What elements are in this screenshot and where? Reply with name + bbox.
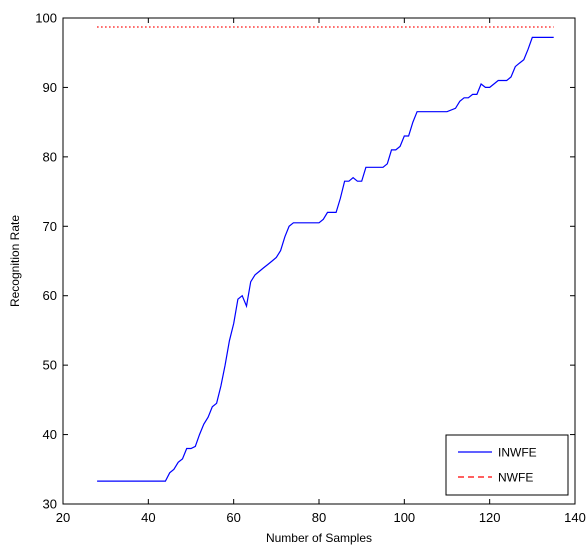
y-axis-label: Recognition Rate — [8, 215, 22, 307]
x-tick-label: 120 — [479, 510, 501, 525]
y-tick-label: 40 — [43, 427, 57, 442]
legend: INWFE NWFE — [445, 434, 569, 496]
y-tick-label: 30 — [43, 497, 57, 512]
y-tick-label: 50 — [43, 358, 57, 373]
x-tick-label: 140 — [564, 510, 586, 525]
y-axis: 30 40 50 60 70 80 90 100 — [35, 11, 575, 512]
x-tick-label: 20 — [56, 510, 70, 525]
legend-label-inwfe: INWFE — [498, 446, 537, 460]
y-tick-label: 80 — [43, 149, 57, 164]
y-tick-label: 70 — [43, 219, 57, 234]
legend-label-nwfe: NWFE — [498, 471, 533, 485]
x-tick-label: 60 — [226, 510, 240, 525]
x-tick-label: 80 — [312, 510, 326, 525]
x-axis: 20 40 60 80 100 120 140 — [56, 18, 586, 525]
x-tick-label: 40 — [141, 510, 155, 525]
plot-area — [62, 17, 576, 505]
x-axis-label: Number of Samples — [266, 531, 372, 545]
series-line-inwfe — [97, 36, 554, 482]
data-layer — [97, 26, 554, 482]
y-tick-label: 90 — [43, 80, 57, 95]
x-tick-label: 100 — [393, 510, 415, 525]
y-tick-label: 60 — [43, 288, 57, 303]
y-tick-label: 100 — [35, 11, 57, 26]
legend-box — [445, 434, 569, 496]
